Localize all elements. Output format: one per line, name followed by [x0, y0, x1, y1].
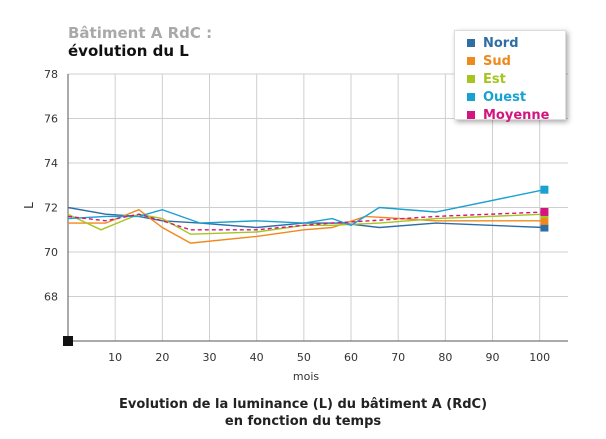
series-line-est: [67, 213, 545, 235]
x-tick-label: 20: [155, 351, 169, 364]
y-tick-label: 74: [44, 157, 58, 170]
series-end-marker-moyenne: [540, 207, 549, 216]
x-tick-label: 90: [486, 351, 500, 364]
origin-marker: [63, 336, 73, 346]
x-tick-label: 50: [297, 351, 311, 364]
series-line-moyenne: [67, 211, 545, 231]
x-axis-label: mois: [293, 370, 320, 383]
x-tick-label: 80: [438, 351, 452, 364]
legend-item-nord: Nord: [455, 34, 565, 52]
legend-swatch: [467, 75, 475, 83]
legend-item-sud: Sud: [455, 52, 565, 70]
legend-label: Ouest: [483, 89, 527, 105]
legend-label: Nord: [483, 35, 519, 51]
x-tick-label: 30: [203, 351, 217, 364]
legend-item-moyenne: Moyenne: [455, 106, 565, 124]
chart-title-line1: Bâtiment A RdC :: [68, 24, 213, 42]
x-tick-label: 60: [344, 351, 358, 364]
series-line-nord: [67, 206, 545, 229]
x-tick-label: 40: [250, 351, 264, 364]
series-line-sud: [68, 208, 545, 244]
x-tick-label: 70: [391, 351, 405, 364]
series-line-ouest: [67, 189, 545, 227]
chart-title-line2: évolution du L: [68, 42, 189, 60]
series-end-marker-sud: [540, 216, 549, 225]
legend-label: Est: [483, 71, 506, 87]
y-axis-label: L: [22, 202, 36, 209]
legend-label: Moyenne: [483, 107, 550, 123]
series-end-marker-nord: [540, 223, 549, 232]
legend-swatch: [467, 39, 475, 47]
legend-swatch: [467, 93, 475, 101]
caption-line2: en fonction du temps: [224, 414, 382, 429]
legend-item-ouest: Ouest: [455, 88, 565, 106]
y-tick-label: 78: [44, 68, 58, 81]
y-tick-label: 68: [44, 291, 58, 304]
legend: Nord Sud Est Ouest Moyenne: [454, 30, 566, 123]
series-end-marker-ouest: [540, 185, 549, 194]
x-tick-label: 10: [108, 351, 122, 364]
legend-swatch: [467, 57, 475, 65]
y-tick-label: 72: [44, 202, 58, 215]
legend-swatch: [467, 111, 475, 119]
y-tick-label: 76: [44, 113, 58, 126]
y-tick-label: 70: [44, 246, 58, 259]
caption-line1: Evolution de la luminance (L) du bâtimen…: [118, 397, 488, 412]
legend-item-est: Est: [455, 70, 565, 88]
legend-label: Sud: [483, 53, 511, 69]
x-tick-label: 100: [529, 351, 550, 364]
